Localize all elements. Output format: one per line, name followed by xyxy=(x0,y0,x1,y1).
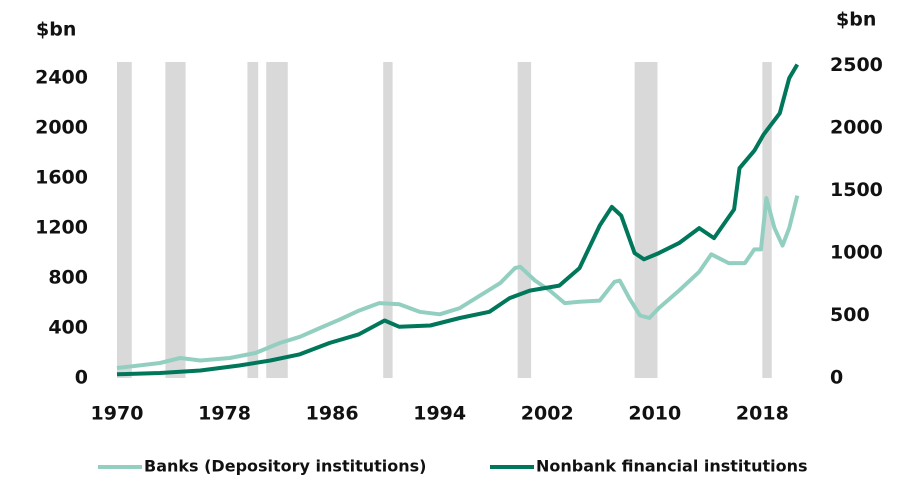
recession-band xyxy=(247,62,259,378)
legend-label: Banks (Depository institutions) xyxy=(144,457,426,476)
y2-tick-label: 2000 xyxy=(830,117,883,139)
recession-band xyxy=(517,62,532,378)
y-tick-label: 1200 xyxy=(35,217,88,239)
recession-band xyxy=(266,62,288,378)
recession-band xyxy=(165,62,186,378)
y2-tick-label: 1000 xyxy=(830,242,883,264)
x-tick-label: 1994 xyxy=(413,403,466,425)
y2-tick-label: 1500 xyxy=(830,179,883,201)
x-tick-label: 2002 xyxy=(521,403,574,425)
recession-band xyxy=(762,62,772,378)
y2-tick-label: 2500 xyxy=(830,54,883,76)
y2-tick-label: 0 xyxy=(830,367,843,389)
y2-axis-label: $bn xyxy=(836,9,876,31)
x-tick-label: 1978 xyxy=(198,403,251,425)
y-tick-label: 2400 xyxy=(35,67,88,89)
x-tick-label: 1986 xyxy=(306,403,359,425)
recession-band xyxy=(117,62,132,378)
y-tick-label: 0 xyxy=(75,367,88,389)
series-line xyxy=(116,195,800,370)
y-axis-label: $bn xyxy=(36,19,76,41)
y2-tick-label: 500 xyxy=(830,304,870,326)
legend-label: Nonbank financial institutions xyxy=(536,457,808,476)
y-tick-label: 400 xyxy=(48,317,88,339)
y-tick-label: 1600 xyxy=(35,167,88,189)
series-line xyxy=(116,63,800,377)
recession-band xyxy=(634,62,658,378)
y-tick-label: 2000 xyxy=(35,117,88,139)
y-tick-label: 800 xyxy=(48,267,88,289)
recession-band xyxy=(383,62,393,378)
x-tick-label: 2018 xyxy=(736,403,789,425)
x-tick-label: 2010 xyxy=(628,403,681,425)
x-tick-label: 1970 xyxy=(91,403,144,425)
